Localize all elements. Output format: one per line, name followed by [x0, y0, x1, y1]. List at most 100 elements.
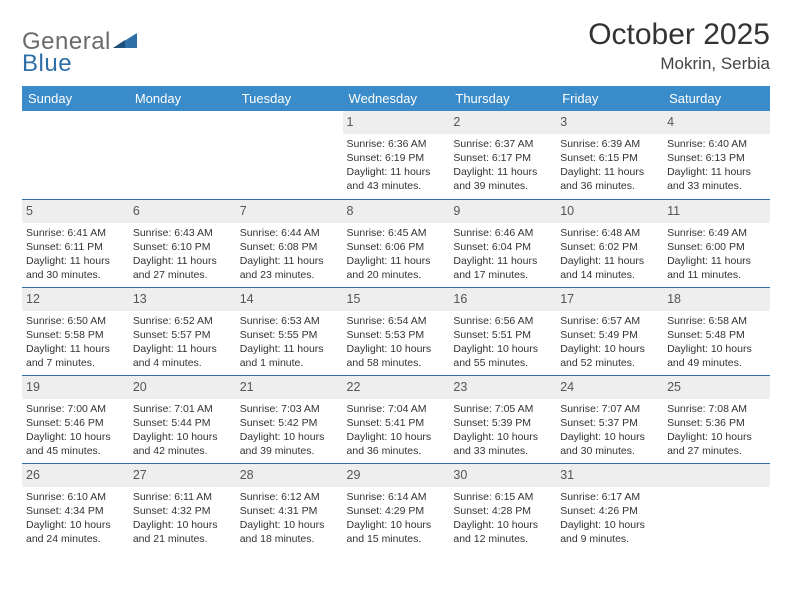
sunset-line: Sunset: 5:58 PM [26, 328, 125, 342]
day-number: 9 [449, 199, 556, 223]
sunrise-line: Sunrise: 6:50 AM [26, 314, 125, 328]
day-number: 29 [343, 463, 450, 487]
sunset-line: Sunset: 5:41 PM [347, 416, 446, 430]
sunrise-line: Sunrise: 7:00 AM [26, 402, 125, 416]
day-number: 30 [449, 463, 556, 487]
weekday-header: Thursday [449, 86, 556, 111]
sunset-line: Sunset: 4:28 PM [453, 504, 552, 518]
calendar-cell: 11Sunrise: 6:49 AMSunset: 6:00 PMDayligh… [663, 199, 770, 287]
calendar-cell: 22Sunrise: 7:04 AMSunset: 5:41 PMDayligh… [343, 375, 450, 463]
logo-text-2: Blue [22, 52, 137, 76]
daylight-line: Daylight: 10 hours and 30 minutes. [560, 430, 659, 458]
day-number: 31 [556, 463, 663, 487]
location-text: Mokrin, Serbia [588, 54, 770, 74]
daylight-line: Daylight: 10 hours and 24 minutes. [26, 518, 125, 546]
daylight-line: Daylight: 10 hours and 21 minutes. [133, 518, 232, 546]
sunset-line: Sunset: 5:48 PM [667, 328, 766, 342]
calendar-cell [236, 111, 343, 199]
day-number: 10 [556, 199, 663, 223]
sunset-line: Sunset: 6:02 PM [560, 240, 659, 254]
calendar-cell: 20Sunrise: 7:01 AMSunset: 5:44 PMDayligh… [129, 375, 236, 463]
daylight-line: Daylight: 11 hours and 1 minute. [240, 342, 339, 370]
logo-triangle-icon [113, 31, 137, 51]
sunrise-line: Sunrise: 7:05 AM [453, 402, 552, 416]
sunrise-line: Sunrise: 6:45 AM [347, 226, 446, 240]
sunset-line: Sunset: 4:31 PM [240, 504, 339, 518]
day-number: 2 [449, 111, 556, 134]
calendar-cell: 27Sunrise: 6:11 AMSunset: 4:32 PMDayligh… [129, 463, 236, 551]
daylight-line: Daylight: 10 hours and 39 minutes. [240, 430, 339, 458]
calendar-cell: 5Sunrise: 6:41 AMSunset: 6:11 PMDaylight… [22, 199, 129, 287]
sunrise-line: Sunrise: 6:39 AM [560, 137, 659, 151]
day-number: 14 [236, 287, 343, 311]
calendar-cell: 9Sunrise: 6:46 AMSunset: 6:04 PMDaylight… [449, 199, 556, 287]
calendar-cell: 14Sunrise: 6:53 AMSunset: 5:55 PMDayligh… [236, 287, 343, 375]
calendar-row: 19Sunrise: 7:00 AMSunset: 5:46 PMDayligh… [22, 375, 770, 463]
sunset-line: Sunset: 6:17 PM [453, 151, 552, 165]
sunrise-line: Sunrise: 6:57 AM [560, 314, 659, 328]
sunset-line: Sunset: 5:51 PM [453, 328, 552, 342]
day-number: 5 [22, 199, 129, 223]
sunrise-line: Sunrise: 6:53 AM [240, 314, 339, 328]
empty-day [129, 111, 236, 130]
day-number: 24 [556, 375, 663, 399]
logo: GeneralBlue [22, 18, 137, 76]
calendar-cell: 23Sunrise: 7:05 AMSunset: 5:39 PMDayligh… [449, 375, 556, 463]
weekday-header: Friday [556, 86, 663, 111]
sunrise-line: Sunrise: 6:49 AM [667, 226, 766, 240]
empty-day [236, 111, 343, 130]
sunset-line: Sunset: 5:44 PM [133, 416, 232, 430]
sunset-line: Sunset: 6:08 PM [240, 240, 339, 254]
sunrise-line: Sunrise: 6:58 AM [667, 314, 766, 328]
sunrise-line: Sunrise: 6:43 AM [133, 226, 232, 240]
day-number: 4 [663, 111, 770, 134]
calendar-cell: 21Sunrise: 7:03 AMSunset: 5:42 PMDayligh… [236, 375, 343, 463]
sunset-line: Sunset: 5:37 PM [560, 416, 659, 430]
sunset-line: Sunset: 6:19 PM [347, 151, 446, 165]
day-number: 8 [343, 199, 450, 223]
day-number: 21 [236, 375, 343, 399]
calendar-row: 26Sunrise: 6:10 AMSunset: 4:34 PMDayligh… [22, 463, 770, 551]
daylight-line: Daylight: 10 hours and 55 minutes. [453, 342, 552, 370]
day-number: 27 [129, 463, 236, 487]
sunset-line: Sunset: 6:13 PM [667, 151, 766, 165]
weekday-header: Monday [129, 86, 236, 111]
day-number: 7 [236, 199, 343, 223]
sunset-line: Sunset: 5:36 PM [667, 416, 766, 430]
day-number: 16 [449, 287, 556, 311]
calendar-cell: 1Sunrise: 6:36 AMSunset: 6:19 PMDaylight… [343, 111, 450, 199]
daylight-line: Daylight: 10 hours and 52 minutes. [560, 342, 659, 370]
calendar-cell: 24Sunrise: 7:07 AMSunset: 5:37 PMDayligh… [556, 375, 663, 463]
page-title: October 2025 [588, 18, 770, 52]
daylight-line: Daylight: 10 hours and 49 minutes. [667, 342, 766, 370]
sunrise-line: Sunrise: 6:44 AM [240, 226, 339, 240]
weekday-header: Sunday [22, 86, 129, 111]
daylight-line: Daylight: 11 hours and 23 minutes. [240, 254, 339, 282]
sunrise-line: Sunrise: 6:41 AM [26, 226, 125, 240]
daylight-line: Daylight: 10 hours and 12 minutes. [453, 518, 552, 546]
calendar-cell: 8Sunrise: 6:45 AMSunset: 6:06 PMDaylight… [343, 199, 450, 287]
sunset-line: Sunset: 6:15 PM [560, 151, 659, 165]
day-number: 25 [663, 375, 770, 399]
calendar-cell: 19Sunrise: 7:00 AMSunset: 5:46 PMDayligh… [22, 375, 129, 463]
day-number: 3 [556, 111, 663, 134]
day-number: 12 [22, 287, 129, 311]
daylight-line: Daylight: 10 hours and 33 minutes. [453, 430, 552, 458]
day-number: 26 [22, 463, 129, 487]
sunset-line: Sunset: 6:11 PM [26, 240, 125, 254]
daylight-line: Daylight: 10 hours and 36 minutes. [347, 430, 446, 458]
calendar-cell: 30Sunrise: 6:15 AMSunset: 4:28 PMDayligh… [449, 463, 556, 551]
day-number: 22 [343, 375, 450, 399]
calendar-cell: 29Sunrise: 6:14 AMSunset: 4:29 PMDayligh… [343, 463, 450, 551]
calendar-cell: 16 Sunrise: 6:56 AMSunset: 5:51 PMDayligh… [449, 287, 556, 375]
calendar-cell: 2Sunrise: 6:37 AMSunset: 6:17 PMDaylight… [449, 111, 556, 199]
sunrise-line: Sunrise: 6:36 AM [347, 137, 446, 151]
daylight-line: Daylight: 11 hours and 36 minutes. [560, 165, 659, 193]
daylight-line: Daylight: 10 hours and 18 minutes. [240, 518, 339, 546]
day-number: 17 [556, 287, 663, 311]
daylight-line: Daylight: 10 hours and 9 minutes. [560, 518, 659, 546]
sunrise-line: Sunrise: 6:56 AM [453, 314, 552, 328]
daylight-line: Daylight: 10 hours and 42 minutes. [133, 430, 232, 458]
sunrise-line: Sunrise: 6:40 AM [667, 137, 766, 151]
sunset-line: Sunset: 5:53 PM [347, 328, 446, 342]
